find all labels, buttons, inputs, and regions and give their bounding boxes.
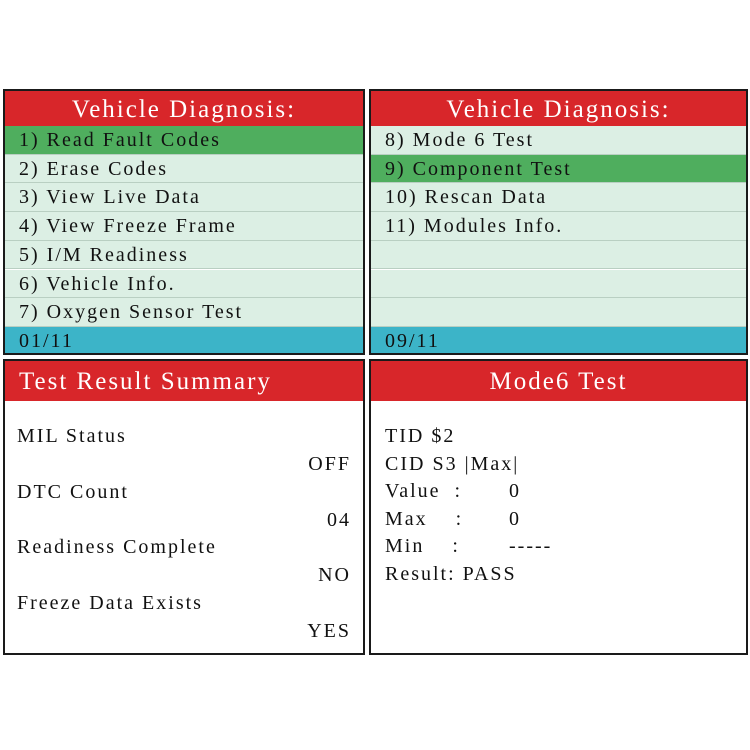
mode6-label: CID S3 |Max|: [385, 452, 520, 475]
menu-item[interactable]: 5) I/M Readiness: [5, 240, 363, 270]
summary-value: YES: [307, 619, 351, 642]
menu-item[interactable]: 10) Rescan Data: [371, 183, 746, 213]
menu-item[interactable]: 9) Component Test: [371, 154, 746, 184]
summary-label: MIL Status: [17, 425, 127, 447]
menu-item[interactable]: 8) Mode 6 Test: [371, 126, 746, 155]
menu-title: Vehicle Diagnosis:: [5, 91, 363, 126]
summary-value: 04: [327, 508, 351, 531]
mode6-label: Value :: [385, 480, 463, 503]
menu-item[interactable]: 7) Oxygen Sensor Test: [5, 298, 363, 327]
mode6-value: 0: [509, 480, 521, 503]
summary-label: DTC Count: [17, 480, 129, 503]
page-indicator: 09/11: [371, 327, 746, 353]
menu-item[interactable]: 4) View Freeze Frame: [5, 212, 363, 241]
menu-item[interactable]: 6) Vehicle Info.: [5, 269, 363, 299]
mode6-value: 0: [509, 507, 521, 530]
summary-label: Readiness Complete: [17, 536, 217, 558]
mode6-label: TID $2: [385, 425, 456, 447]
mode6-value: -----: [509, 535, 553, 558]
menu-panel: Vehicle Diagnosis: 1) Read Fault Codes 2) …: [3, 89, 365, 355]
menu-item: [371, 240, 746, 270]
mode6-panel: Mode6 Test TID $2 CID S3 |Max| Value : 0 Max …: [369, 359, 748, 655]
mode6-label: Min :: [385, 535, 460, 558]
summary-title: Test Result Summary: [5, 361, 363, 401]
menu-item[interactable]: 1) Read Fault Codes: [5, 126, 363, 155]
mode6-title: Mode6 Test: [371, 361, 746, 401]
mode6-label: Result: PASS: [385, 563, 517, 585]
page-indicator: 01/11: [5, 327, 363, 353]
menu-item: [371, 269, 746, 299]
summary-label: Freeze Data Exists: [17, 591, 203, 614]
menu-item[interactable]: 2) Erase Codes: [5, 154, 363, 184]
menu-title: Vehicle Diagnosis:: [371, 91, 746, 126]
mode6-label: Max :: [385, 507, 464, 530]
menu-item: [371, 298, 746, 327]
summary-value: NO: [318, 564, 351, 586]
menu-item[interactable]: 11) Modules Info.: [371, 212, 746, 241]
summary-value: OFF: [308, 453, 351, 475]
summary-panel: Test Result Summary MIL Status OFF DTC Coun…: [3, 359, 365, 655]
menu-item[interactable]: 3) View Live Data: [5, 183, 363, 213]
menu-panel: Vehicle Diagnosis: 8) Mode 6 Test 9) Compo…: [369, 89, 748, 355]
